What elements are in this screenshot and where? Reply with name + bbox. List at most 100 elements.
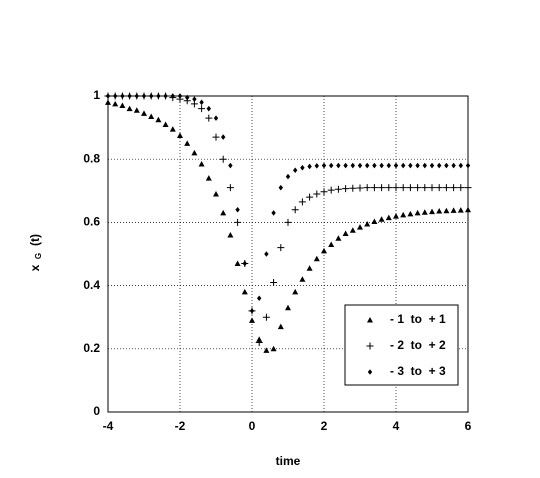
marker (366, 342, 374, 350)
marker (249, 308, 255, 314)
marker (314, 163, 319, 169)
marker (277, 244, 285, 252)
y-tick-label: 1 (93, 88, 100, 102)
marker (292, 288, 299, 295)
marker (400, 211, 407, 218)
marker (285, 304, 291, 311)
marker (134, 93, 139, 99)
marker (306, 193, 314, 201)
marker (421, 209, 428, 215)
marker (278, 184, 283, 191)
marker (428, 184, 436, 192)
marker (321, 162, 327, 169)
marker (105, 93, 111, 99)
marker (442, 184, 450, 192)
marker (293, 167, 298, 174)
marker (327, 186, 335, 194)
marker (113, 93, 118, 99)
marker (263, 347, 270, 353)
marker (206, 105, 211, 112)
marker (429, 208, 435, 215)
marker (385, 214, 392, 221)
marker (457, 184, 465, 192)
marker (444, 162, 449, 169)
marker (379, 162, 384, 169)
marker (363, 184, 371, 192)
marker (119, 102, 126, 108)
marker (450, 184, 458, 192)
marker (408, 162, 413, 169)
marker (221, 134, 226, 140)
marker (435, 184, 443, 192)
marker (357, 162, 363, 169)
marker (141, 93, 147, 99)
marker (329, 162, 334, 169)
marker (212, 133, 220, 141)
marker (262, 313, 270, 321)
marker (367, 369, 373, 375)
y-tick-label: 0 (93, 404, 100, 418)
marker (284, 218, 292, 226)
marker (328, 241, 335, 248)
marker (228, 162, 233, 169)
marker (291, 206, 299, 214)
marker (141, 110, 147, 116)
marker (264, 251, 269, 257)
marker (185, 94, 190, 101)
marker (350, 162, 355, 169)
marker (465, 206, 471, 213)
marker (306, 265, 313, 271)
marker (392, 184, 400, 192)
marker (365, 162, 370, 169)
marker (199, 99, 204, 106)
marker (241, 288, 248, 295)
marker (133, 107, 140, 113)
marker (393, 213, 399, 219)
marker (385, 184, 393, 192)
marker (406, 184, 414, 192)
marker (300, 164, 305, 171)
y-tick-label: 0.4 (83, 278, 100, 292)
marker (320, 188, 328, 196)
marker (298, 198, 306, 206)
legend-box (344, 304, 459, 386)
marker (421, 184, 429, 192)
y-label-suffix: (t) (28, 234, 42, 246)
marker (270, 278, 278, 286)
marker (356, 184, 364, 192)
marker (451, 162, 456, 169)
marker (255, 338, 263, 346)
marker (335, 235, 342, 241)
plot-frame (107, 95, 469, 413)
marker (220, 209, 227, 216)
marker (112, 100, 119, 107)
marker (422, 162, 427, 169)
marker (367, 317, 373, 323)
legend-label: - 3 to + 3 (390, 364, 446, 378)
marker (162, 121, 169, 127)
x-tick-label: 6 (465, 419, 472, 433)
y-tick-label: 0.8 (83, 151, 100, 165)
marker (163, 93, 168, 99)
marker (429, 162, 435, 169)
x-tick-label: 0 (249, 419, 256, 433)
marker (386, 162, 391, 169)
marker (234, 260, 241, 266)
marker (464, 184, 472, 192)
marker (458, 162, 463, 169)
marker (198, 105, 206, 113)
marker (343, 162, 348, 169)
marker (198, 160, 205, 167)
x-axis-label: time (276, 454, 301, 468)
marker (155, 116, 162, 123)
marker (378, 216, 385, 222)
marker (120, 93, 125, 99)
y-label-main: x (28, 264, 42, 271)
marker (393, 162, 399, 169)
marker (242, 260, 247, 267)
marker (321, 247, 327, 254)
marker (277, 323, 284, 330)
marker (415, 162, 420, 169)
x-tick-label: 4 (393, 419, 400, 433)
marker (126, 105, 133, 112)
